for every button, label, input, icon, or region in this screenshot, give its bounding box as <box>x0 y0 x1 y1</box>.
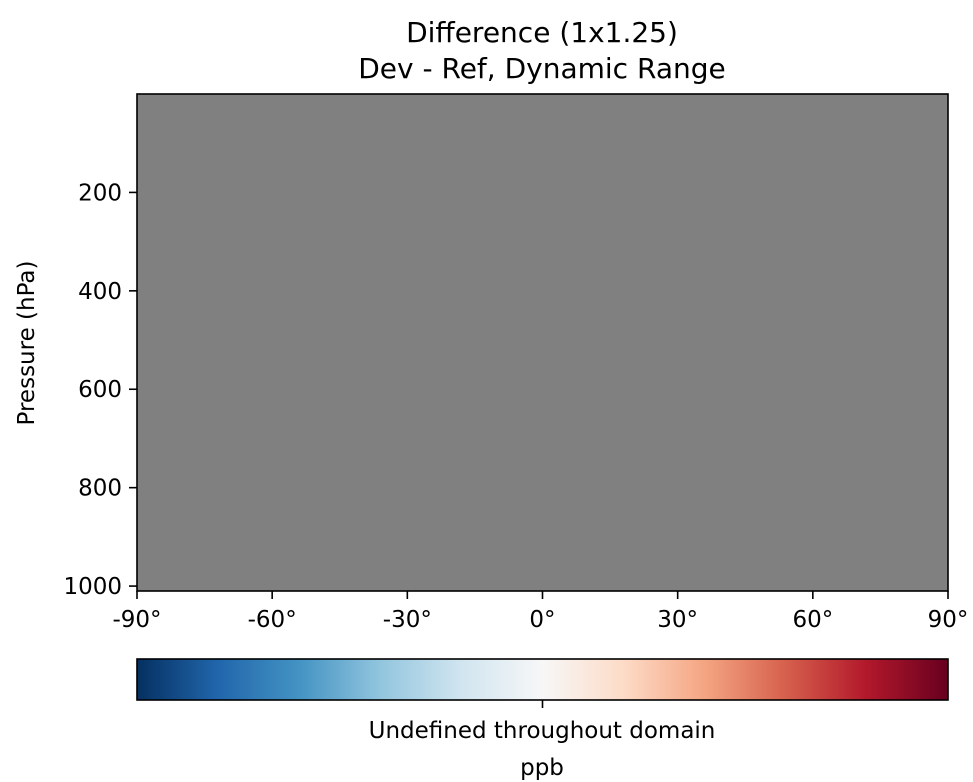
x-tick-label: 0° <box>529 607 555 633</box>
y-tick-label: 800 <box>78 476 122 502</box>
colorbar-tick-label: Undefined throughout domain <box>369 718 716 744</box>
y-tick-label: 600 <box>78 377 122 403</box>
x-tick-label: 90° <box>928 607 969 633</box>
y-axis-label: Pressure (hPa) <box>14 261 40 426</box>
colorbar-units-label: ppb <box>520 755 564 781</box>
colorbar-gradient <box>137 659 948 700</box>
x-tick-label: -90° <box>112 607 161 633</box>
y-tick-label: 1000 <box>63 574 122 600</box>
x-tick-label: -30° <box>383 607 432 633</box>
chart-title-line2: Dev - Ref, Dynamic Range <box>358 52 725 85</box>
y-tick-label: 400 <box>78 279 122 305</box>
x-tick-label: 30° <box>657 607 698 633</box>
data-field <box>137 94 948 591</box>
x-tick-label: -60° <box>248 607 297 633</box>
x-tick-label: 60° <box>792 607 833 633</box>
y-tick-label: 200 <box>78 180 122 206</box>
x-axis: -90° -60° -30° 0° 30° 60° 90° <box>112 591 968 633</box>
y-axis: 200 400 600 800 1000 <box>63 180 137 600</box>
colorbar: Undefined throughout domain ppb <box>136 658 949 781</box>
plot-area <box>136 93 949 592</box>
chart-title-line1: Difference (1x1.25) <box>406 16 678 49</box>
